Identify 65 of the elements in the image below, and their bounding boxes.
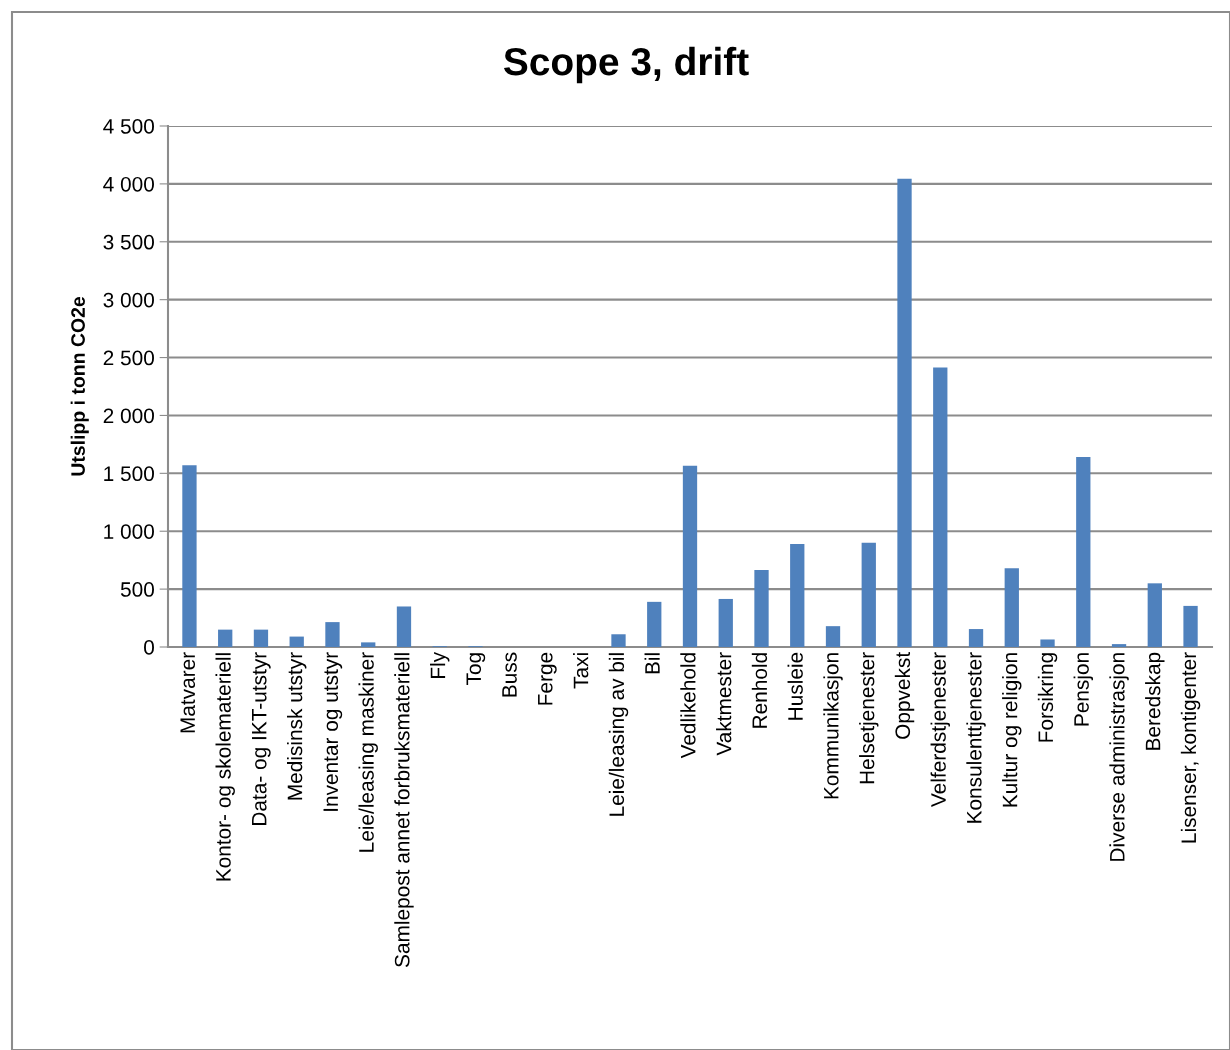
bar [1147, 583, 1162, 647]
bar [325, 622, 340, 647]
x-tick-label: Helsetjenester [859, 652, 879, 784]
y-tick-label: 3 500 [103, 234, 154, 250]
x-tick-label: Medisinsk utstyr [287, 652, 307, 800]
y-tick-label: 500 [120, 582, 154, 597]
x-tick-label: Samlepost annet forbruksmateriell [394, 653, 414, 968]
y-tick-label: 2 000 [103, 408, 154, 424]
y-axis-title: Utslipp i tonn CO2e [70, 296, 89, 476]
x-tick-label: Taxi [573, 653, 589, 689]
bar [289, 636, 304, 647]
x-tick-label: Matvarer [180, 652, 196, 733]
x-tick-label: Inventar og utstyr [323, 652, 343, 811]
x-tick-label: Kommunikasjon [823, 653, 843, 799]
x-tick-label: Konsulenttjenester [966, 652, 986, 823]
x-tick-label: Diverse administrasjon [1109, 653, 1129, 861]
x-tick-label: Bil [644, 653, 660, 674]
x-tick-label: Husleie [787, 652, 803, 720]
bar [1004, 568, 1019, 647]
bar [1183, 605, 1198, 647]
y-tick-label: 4 500 [103, 119, 154, 134]
y-tick-label: 0 [144, 640, 154, 655]
x-tick-label: Buss [502, 652, 517, 697]
bar [1076, 457, 1091, 647]
bar [253, 629, 269, 647]
bar [790, 543, 805, 647]
y-tick-label: 2 500 [103, 350, 154, 366]
x-tick-label: Vedlikehold [680, 653, 696, 759]
x-tick-label: Velferdstjenester [930, 652, 950, 807]
x-tick-label: Vaktmester [716, 652, 732, 756]
y-tick-label: 4 000 [103, 176, 154, 192]
bar [718, 598, 733, 647]
y-tick-label: 1 000 [104, 524, 154, 539]
bar [897, 178, 912, 647]
x-tick-label: Kultur og religion [1002, 653, 1022, 807]
bar [1111, 644, 1127, 647]
x-tick-label: Fly [430, 651, 450, 678]
bar [1040, 639, 1055, 647]
x-tick-label: Leie/leasing av bil [608, 653, 629, 816]
bar [361, 642, 376, 647]
x-tick-label: Leie/leasing maskiner [358, 652, 378, 852]
bar [218, 629, 233, 647]
bar [861, 542, 876, 647]
bar [682, 465, 698, 647]
bar [611, 634, 626, 647]
bar [754, 570, 769, 647]
bar [933, 367, 948, 647]
bar [647, 601, 662, 647]
x-tick-label: Forsikring [1037, 653, 1058, 742]
bar [396, 606, 412, 647]
y-tick-label: 1 500 [104, 466, 154, 482]
x-tick-label: Renhold [751, 653, 768, 728]
x-tick-label: Data- og IKT-utstyr [252, 652, 271, 825]
x-tick-label: Ferge [538, 652, 557, 705]
x-tick-label: Oppvekst [894, 652, 915, 739]
bar [182, 465, 197, 647]
x-tick-label: Pensjon [1073, 653, 1093, 726]
bar [825, 626, 841, 647]
x-tick-label: Lisenser, kontigenter [1180, 652, 1201, 843]
x-tick-label: Tog [466, 653, 486, 685]
x-tick-label: Beredskap [1145, 652, 1165, 750]
bar [968, 629, 984, 647]
chart-title: Scope 3, drift [503, 46, 749, 84]
x-tick-label: Kontor- og skolemateriell [215, 653, 235, 881]
y-tick-label: 3 000 [103, 292, 154, 308]
